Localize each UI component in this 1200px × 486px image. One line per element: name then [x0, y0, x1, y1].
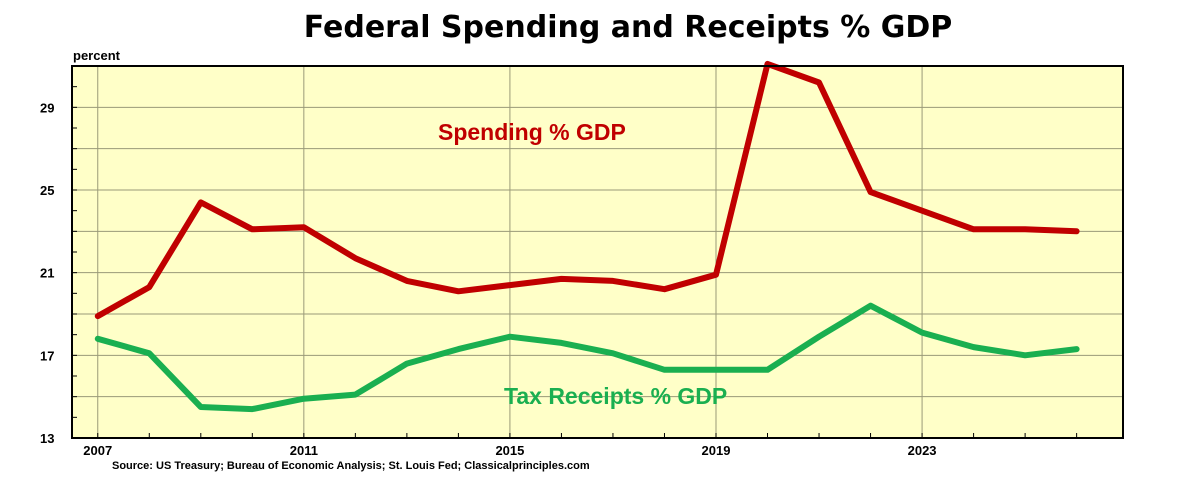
series-line-tax-receipts	[94, 302, 1080, 413]
series-line-spending	[94, 60, 1080, 320]
x-tick-label: 2011	[290, 443, 318, 458]
x-tick-label: 2015	[495, 443, 524, 458]
x-tick-labels: 2007 2011 2015 2019 2023	[83, 443, 936, 458]
gridlines	[72, 66, 1123, 438]
source-note: Source: US Treasury; Bureau of Economic …	[112, 460, 590, 472]
y-tick-label: 13	[40, 431, 54, 446]
series-label-tax-receipts: Tax Receipts % GDP	[504, 383, 727, 409]
y-axis-unit-label: percent	[73, 48, 120, 63]
plot-area	[72, 66, 1123, 438]
x-tick-label: 2023	[908, 443, 937, 458]
y-tick-label: 21	[40, 266, 54, 281]
x-tick-label: 2019	[702, 443, 731, 458]
x-tick-label: 2007	[83, 443, 112, 458]
plot-frame	[71, 65, 1124, 439]
y-tick-label: 25	[40, 183, 54, 198]
chart-title: Federal Spending and Receipts % GDP	[303, 10, 953, 45]
y-tick-label: 29	[40, 100, 54, 115]
y-tick-labels: 13 17 21 25 29	[40, 100, 54, 446]
y-tick-label: 17	[40, 348, 54, 363]
series-label-spending: Spending % GDP	[438, 119, 626, 145]
